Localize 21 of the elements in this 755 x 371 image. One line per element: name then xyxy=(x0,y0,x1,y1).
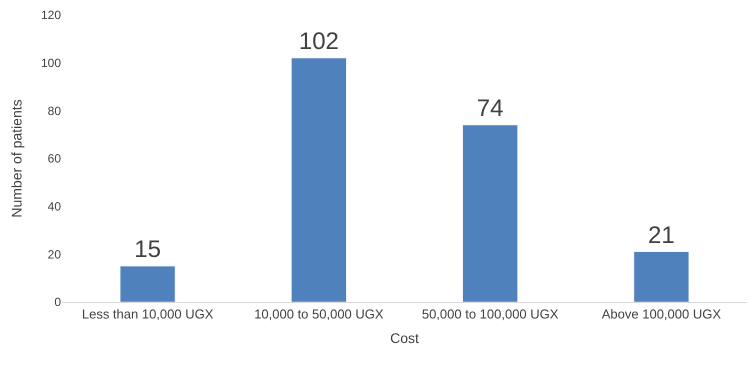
y-tick-label: 80 xyxy=(48,104,62,118)
bar xyxy=(634,252,690,302)
bar xyxy=(120,266,176,302)
data-label: 102 xyxy=(298,28,339,56)
data-label: 15 xyxy=(134,236,161,264)
y-axis-title: Number of patients xyxy=(8,99,25,218)
bar xyxy=(291,58,347,302)
y-tick-label: 40 xyxy=(48,200,62,214)
bar xyxy=(462,124,518,302)
x-tick-label: Less than 10,000 UGX xyxy=(82,306,214,322)
y-tick-label: 0 xyxy=(54,295,62,310)
x-tick-label: 50,000 to 100,000 UGX xyxy=(422,306,559,322)
y-tick-label: 60 xyxy=(48,152,62,166)
y-tick-label: 20 xyxy=(48,247,62,262)
y-tick-label: 120 xyxy=(40,8,62,22)
x-tick-label: 10,000 to 50,000 UGX xyxy=(254,306,384,322)
x-axis-title: Cost xyxy=(390,330,419,346)
data-label: 21 xyxy=(648,222,675,249)
y-tick-label: 100 xyxy=(40,56,62,70)
x-tick-label: Above 100,000 UGX xyxy=(602,306,722,322)
data-label: 74 xyxy=(476,95,504,122)
